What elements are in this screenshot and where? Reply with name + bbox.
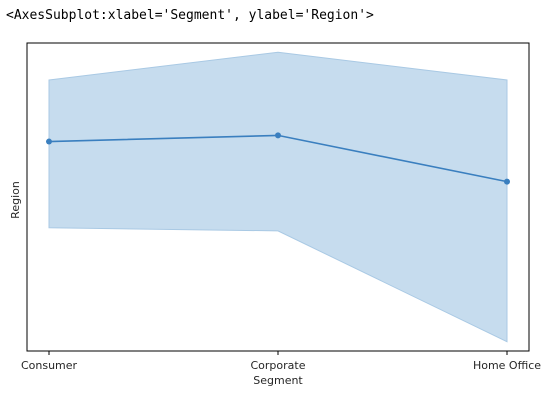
x-tick-label: Home Office <box>473 359 541 372</box>
x-tick-label: Corporate <box>251 359 306 372</box>
output-repr-text: <AxesSubplot:xlabel='Segment', ylabel='R… <box>6 8 374 23</box>
x-tick-label: Consumer <box>21 359 78 372</box>
data-point <box>275 132 281 139</box>
data-point <box>504 178 510 185</box>
x-axis-label: Segment <box>253 374 303 387</box>
confidence-band <box>48 51 508 343</box>
y-axis-label: Region <box>9 181 22 219</box>
data-point <box>46 138 52 145</box>
